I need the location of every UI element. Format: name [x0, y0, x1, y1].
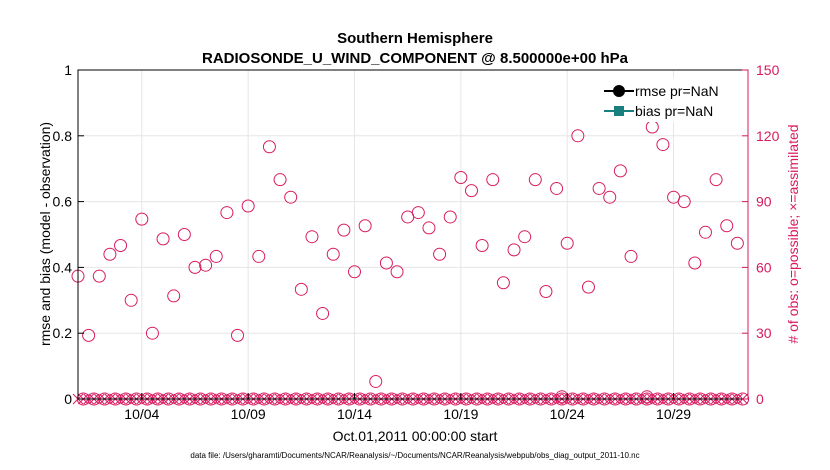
- point-possible: [656, 138, 670, 152]
- point-possible: [220, 206, 234, 220]
- x-tick-label: 10/14: [337, 406, 372, 422]
- point-possible: [114, 238, 128, 252]
- legend-rmse-marker: [613, 85, 625, 97]
- y-right-tick-label: 60: [756, 259, 772, 275]
- legend-rmse-label: rmse pr=NaN: [635, 83, 719, 99]
- y-left-tick-label: 0.8: [53, 128, 73, 144]
- point-possible: [390, 265, 404, 279]
- point-possible: [316, 306, 330, 320]
- point-possible: [92, 269, 106, 283]
- point-possible: [103, 247, 117, 261]
- y-axis-left: 0 0.2 0.4 0.6 0.8 1: [53, 62, 84, 407]
- point-possible: [539, 285, 553, 299]
- point-possible: [252, 249, 266, 263]
- y-right-tick-label: 120: [756, 128, 780, 144]
- point-possible: [422, 221, 436, 235]
- chart-title: Southern Hemisphere: [337, 30, 493, 47]
- point-possible: [135, 212, 149, 226]
- point-possible: [369, 374, 383, 388]
- point-possible: [262, 140, 276, 154]
- x-tick-label: 10/09: [231, 406, 266, 422]
- y-axis-right-label: # of obs: o=possible; ×=assimilated: [785, 124, 801, 343]
- point-possible: [156, 232, 170, 246]
- legend-bias-marker: [614, 106, 624, 116]
- x-tick-label: 10/19: [443, 406, 478, 422]
- legend: rmse pr=NaN bias pr=NaN: [600, 78, 740, 122]
- point-possible: [603, 190, 617, 204]
- y-left-tick-label: 0.4: [53, 259, 73, 275]
- point-possible: [241, 199, 255, 213]
- point-possible: [454, 170, 468, 184]
- point-possible: [571, 129, 585, 143]
- x-tick-label: 10/29: [656, 406, 691, 422]
- legend-bias-label: bias pr=NaN: [635, 103, 713, 119]
- point-possible: [730, 236, 744, 250]
- point-possible: [433, 247, 447, 261]
- y-right-tick-label: 30: [756, 325, 772, 341]
- point-possible: [167, 289, 181, 303]
- chart-subtitle: RADIOSONDE_U_WIND_COMPONENT @ 8.500000e+…: [202, 50, 629, 67]
- point-possible: [698, 225, 712, 239]
- point-possible: [560, 236, 574, 250]
- footer-datafile: data file: /Users/gharamti/Documents/NCA…: [190, 451, 639, 460]
- point-possible: [550, 181, 564, 195]
- point-possible: [507, 243, 521, 257]
- point-possible: [624, 249, 638, 263]
- y-left-tick-label: 0: [64, 391, 72, 407]
- point-possible: [411, 206, 425, 220]
- point-possible: [294, 282, 308, 296]
- point-possible: [348, 265, 362, 279]
- point-possible: [475, 238, 489, 252]
- point-possible: [188, 260, 202, 274]
- point-possible: [284, 190, 298, 204]
- point-possible: [464, 184, 478, 198]
- point-possible: [305, 230, 319, 244]
- point-possible: [379, 256, 393, 270]
- point-possible: [518, 230, 532, 244]
- point-possible: [199, 258, 213, 272]
- y-axis-right: 0 30 60 90 120 150: [742, 62, 780, 407]
- point-possible: [486, 173, 500, 187]
- point-possible: [145, 326, 159, 340]
- point-possible: [592, 181, 606, 195]
- point-possible: [709, 173, 723, 187]
- x-axis-label: Oct.01,2011 00:00:00 start: [333, 428, 498, 444]
- x-tick-label: 10/04: [124, 406, 159, 422]
- point-possible: [209, 249, 223, 263]
- point-possible: [231, 328, 245, 342]
- y-right-tick-label: 150: [756, 62, 780, 78]
- y-axis-left-label: rmse and bias (model - observation): [37, 122, 53, 346]
- point-possible: [443, 210, 457, 224]
- point-possible: [677, 195, 691, 209]
- point-possible: [177, 228, 191, 241]
- y-left-tick-label: 0.6: [53, 194, 73, 210]
- y-right-tick-label: 90: [756, 194, 772, 210]
- point-possible: [688, 256, 702, 270]
- x-axis: 10/04 10/09 10/14 10/19 10/24 10/29: [124, 393, 691, 422]
- point-possible: [358, 219, 372, 233]
- point-possible: [337, 223, 351, 237]
- y-right-tick-label: 0: [756, 391, 764, 407]
- point-possible: [581, 280, 595, 294]
- point-possible-low: [640, 390, 654, 404]
- x-tick-label: 10/24: [550, 406, 585, 422]
- y-left-tick-label: 0.2: [53, 325, 73, 341]
- point-possible: [720, 219, 734, 233]
- point-possible: [613, 164, 627, 178]
- point-possible: [496, 276, 510, 290]
- y-left-tick-label: 1: [64, 62, 72, 78]
- point-possible: [124, 293, 138, 307]
- point-possible: [528, 173, 542, 187]
- point-possible: [326, 247, 340, 261]
- point-possible: [82, 328, 96, 342]
- point-possible-low: [555, 390, 569, 404]
- point-possible: [273, 173, 287, 187]
